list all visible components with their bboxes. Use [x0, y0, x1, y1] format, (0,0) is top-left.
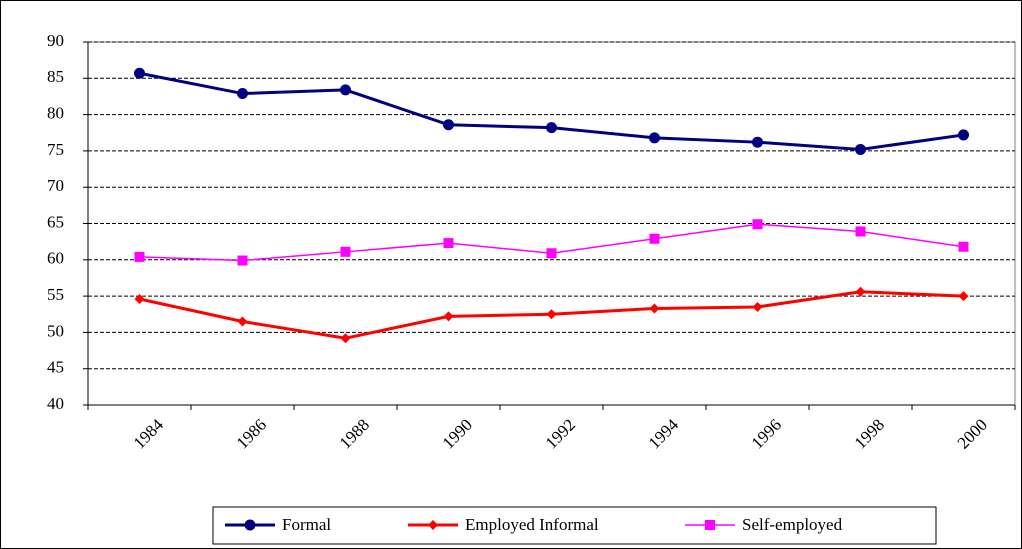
marker [443, 119, 454, 131]
marker [752, 219, 763, 230]
marker [443, 311, 454, 322]
marker [546, 248, 557, 259]
y-tick-label: 85 [47, 67, 64, 86]
legend-label: Self-employed [742, 515, 843, 534]
marker [134, 67, 145, 79]
marker [752, 301, 763, 312]
y-tick-label: 70 [47, 176, 64, 195]
marker [546, 309, 557, 320]
marker [134, 294, 145, 305]
legend-label: Employed Informal [465, 515, 599, 534]
marker [237, 316, 248, 327]
marker [705, 520, 715, 530]
y-tick-label: 40 [47, 394, 64, 413]
y-tick-label: 50 [47, 321, 64, 340]
marker [855, 226, 866, 237]
legend-label: Formal [282, 515, 331, 534]
marker [237, 88, 248, 100]
marker [428, 520, 438, 530]
legend: Formal Employed Informal Self-employed [212, 506, 937, 545]
marker [134, 251, 145, 262]
marker [958, 129, 969, 141]
marker [443, 238, 454, 249]
marker [237, 255, 248, 266]
marker [958, 241, 969, 252]
marker [649, 303, 660, 314]
marker [649, 233, 660, 244]
marker [855, 143, 866, 155]
marker [340, 84, 351, 96]
marker [649, 132, 660, 144]
marker [546, 122, 557, 134]
marker [752, 136, 763, 148]
y-tick-label: 75 [47, 140, 64, 159]
y-tick-label: 90 [47, 31, 64, 50]
marker [340, 246, 351, 257]
y-tick-label: 80 [47, 104, 64, 123]
legend-box [212, 506, 937, 545]
marker [855, 286, 866, 297]
marker [244, 519, 256, 531]
marker [340, 333, 351, 344]
marker [958, 291, 969, 302]
y-tick-label: 65 [47, 212, 64, 231]
y-tick-label: 45 [47, 358, 64, 377]
y-tick-label: 55 [47, 285, 64, 304]
y-tick-label: 60 [47, 249, 64, 268]
